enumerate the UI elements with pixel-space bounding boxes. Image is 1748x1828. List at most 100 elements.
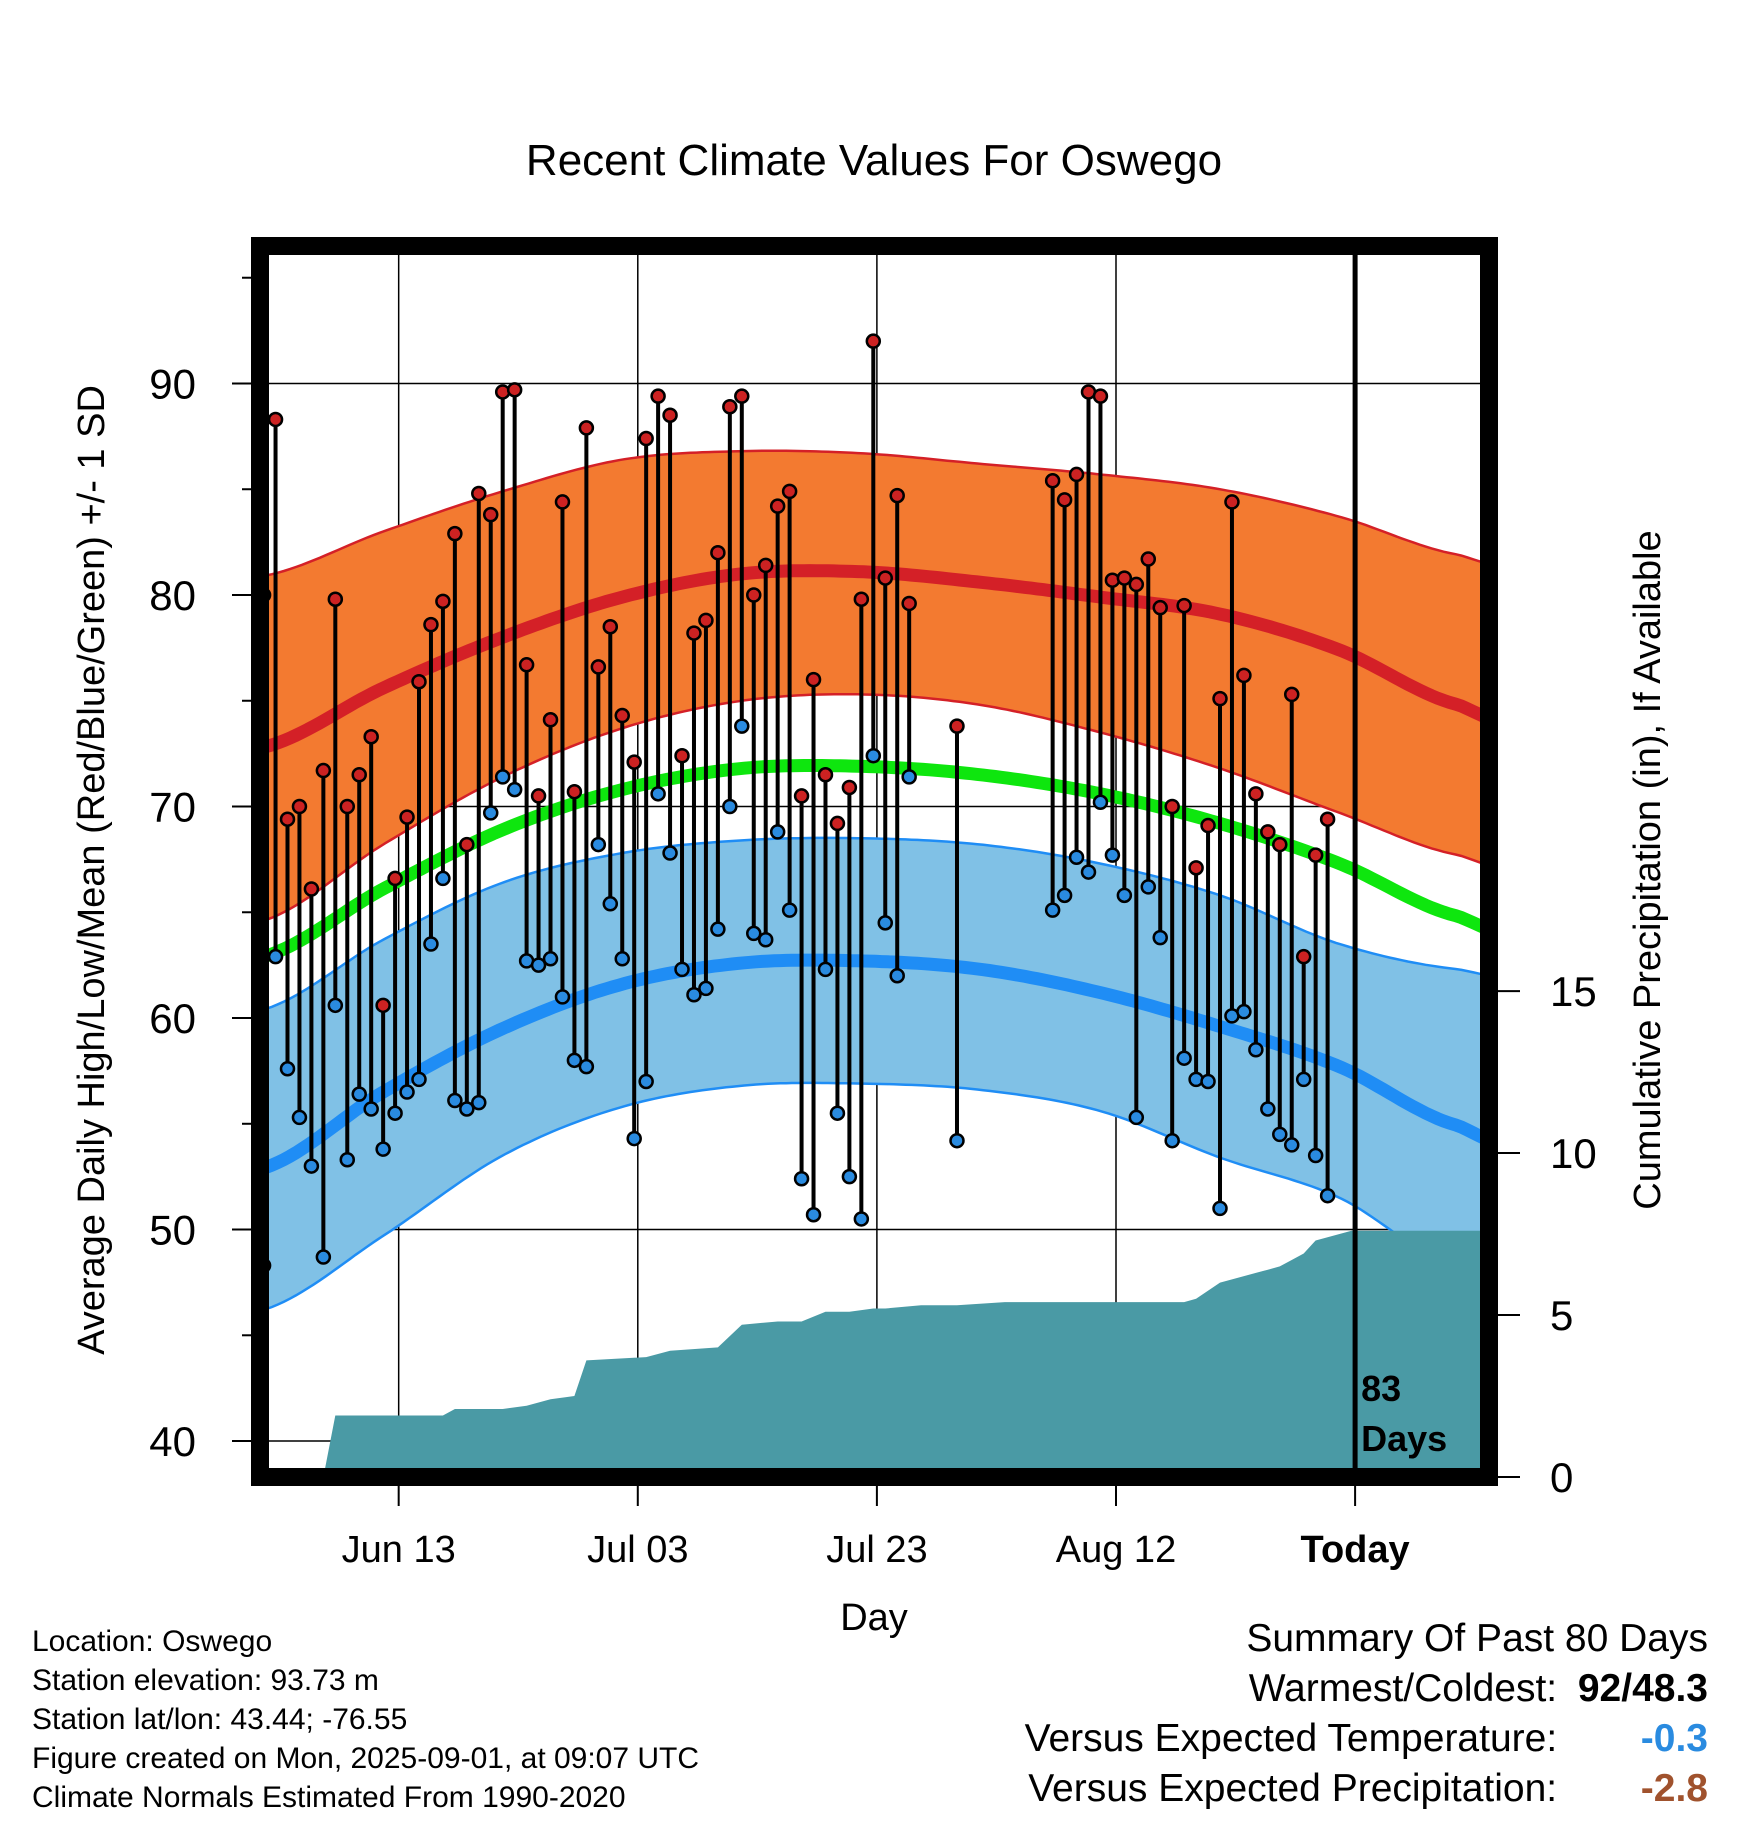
observed-high-point — [1128, 576, 1145, 593]
observed-low-point — [746, 925, 762, 942]
observed-low-point — [949, 1132, 965, 1149]
observed-high-point — [1092, 388, 1109, 404]
observation-day — [279, 811, 296, 1077]
y-tick-label: 50 — [149, 1207, 196, 1254]
observed-low-point — [1236, 1003, 1252, 1020]
observed-low-point — [566, 1052, 583, 1069]
created-text: Figure created on Mon, 2025-09-01, at 09… — [32, 1742, 700, 1775]
summary-panel: Summary Of Past 80 Days Warmest/Coldest:… — [1025, 1614, 1708, 1814]
observation-day — [387, 870, 403, 1121]
observed-low-point — [1044, 902, 1061, 918]
observation-day — [1260, 824, 1276, 1117]
precipitation-area — [263, 1230, 1489, 1477]
observed-low-point — [339, 1151, 356, 1168]
observation-day — [1164, 798, 1180, 1149]
observed-high-point — [638, 430, 654, 447]
y2-tick-label: 15 — [1550, 968, 1597, 1015]
observed-high-point — [662, 407, 678, 423]
observed-low-point — [1068, 849, 1085, 866]
observed-low-point — [698, 980, 714, 997]
observed-high-point — [351, 767, 367, 783]
observation-day — [889, 487, 905, 984]
observation-day — [662, 407, 678, 861]
observed-high-point — [793, 788, 810, 804]
observation-day — [471, 485, 487, 1111]
observed-low-point — [841, 1168, 858, 1185]
observed-low-point — [482, 805, 499, 821]
observed-high-point — [339, 798, 356, 815]
observed-low-point — [1283, 1137, 1300, 1153]
observed-low-point — [590, 836, 607, 853]
observed-high-point — [1295, 948, 1312, 965]
observed-high-point — [327, 591, 344, 607]
observation-day — [363, 728, 379, 1117]
observed-low-point — [901, 769, 917, 785]
observation-day — [339, 798, 356, 1168]
observed-low-point — [877, 915, 894, 931]
chart-title: Recent Climate Values For Oswego — [526, 136, 1222, 185]
warm-cold-value: 92/48.3 — [1568, 1664, 1708, 1714]
observed-low-point — [471, 1094, 487, 1111]
observed-high-point — [435, 593, 451, 610]
observation-day — [1116, 570, 1133, 904]
observed-high-point — [411, 673, 427, 690]
observation-day — [1248, 786, 1264, 1058]
observation-day — [769, 498, 786, 840]
observed-low-point — [530, 957, 547, 973]
observed-high-point — [279, 811, 296, 827]
observation-day — [626, 754, 642, 1147]
observed-low-point — [542, 951, 559, 967]
y-tick-label: 90 — [149, 360, 196, 407]
observed-high-point — [387, 870, 403, 887]
observed-high-point — [746, 587, 762, 603]
observation-day — [447, 525, 463, 1109]
observation-day — [542, 712, 559, 967]
observation-day — [1140, 551, 1157, 895]
observation-day — [1080, 384, 1097, 880]
observation-day — [602, 618, 619, 912]
observed-high-point — [1044, 473, 1061, 489]
observed-high-point — [506, 382, 523, 398]
observed-low-point — [399, 1084, 415, 1100]
observed-high-point — [459, 836, 475, 853]
observed-high-point — [901, 595, 917, 612]
observed-low-point — [626, 1130, 642, 1147]
observed-high-point — [578, 420, 595, 436]
observed-high-point — [1188, 860, 1204, 876]
observed-low-point — [1164, 1132, 1180, 1149]
observation-day — [1224, 494, 1240, 1024]
observed-high-point — [686, 625, 702, 641]
observation-day — [674, 747, 690, 978]
observation-day — [1295, 948, 1312, 1088]
warm-cold-label: Warmest/Coldest: — [1248, 1667, 1558, 1710]
x-tick-label: Aug 12 — [1056, 1529, 1176, 1571]
observation-day — [351, 767, 367, 1102]
observation-day — [757, 557, 774, 948]
observation-day — [901, 595, 917, 785]
observed-low-point — [578, 1058, 595, 1075]
observed-low-point — [1116, 887, 1133, 904]
station-info: Location: Oswego Station elevation: 93.7… — [32, 1622, 699, 1817]
observation-day — [1188, 860, 1204, 1088]
observed-low-point — [805, 1206, 822, 1223]
observation-day — [375, 997, 391, 1157]
observation-day — [1272, 836, 1288, 1143]
observed-high-point — [363, 728, 379, 745]
observed-high-point — [423, 616, 439, 633]
observation-day — [817, 767, 834, 978]
observation-day — [1092, 388, 1109, 811]
observed-high-point — [1140, 551, 1157, 567]
observation-day — [1176, 597, 1192, 1066]
temp-value: -0.3 — [1640, 1717, 1708, 1760]
observed-low-point — [674, 961, 690, 978]
observed-low-point — [1080, 864, 1097, 880]
observation-day — [710, 544, 726, 937]
observation-day — [578, 420, 595, 1075]
observed-low-point — [1140, 879, 1157, 895]
observed-low-point — [279, 1061, 296, 1077]
observed-low-point — [757, 932, 774, 948]
observed-low-point — [435, 870, 451, 887]
y-axis-right: 0 5 10 15 — [1498, 968, 1597, 1501]
observed-low-point — [889, 967, 905, 984]
